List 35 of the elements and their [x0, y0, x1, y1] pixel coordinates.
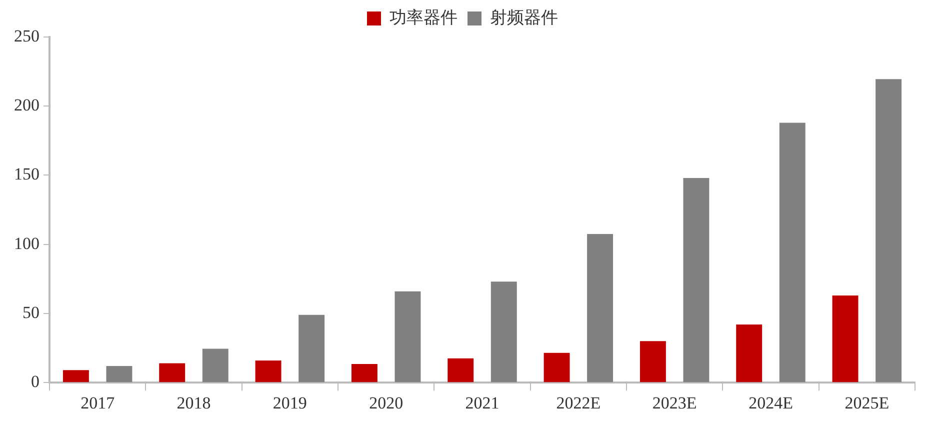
bar: [832, 296, 858, 382]
bar: [298, 314, 325, 382]
bar: [351, 364, 378, 382]
y-tick-label: 100: [14, 234, 40, 253]
x-tick-label: 2019: [272, 393, 307, 412]
bar: [106, 366, 132, 382]
x-tick-label: 2020: [369, 393, 404, 412]
y-tick-label: 200: [14, 96, 40, 115]
bar: [202, 348, 228, 382]
x-tick-label: 2018: [176, 393, 211, 412]
bar: [159, 363, 186, 382]
bar: [448, 358, 474, 382]
x-tick-label: 2023E: [652, 393, 697, 412]
y-tick-label: 50: [22, 302, 40, 322]
y-tick-label: 250: [14, 26, 40, 46]
bar: [683, 178, 710, 382]
x-tick-label: 2024E: [748, 393, 793, 412]
bar: [490, 282, 517, 382]
y-tick-label: 0: [31, 372, 40, 392]
bar: [736, 324, 762, 382]
x-tick-label: 2025E: [844, 393, 890, 412]
bar: [544, 352, 570, 382]
bar: [587, 234, 614, 382]
legend-label: 射频器件: [490, 8, 558, 27]
bar: [62, 370, 89, 382]
x-tick-label: 2022E: [556, 393, 601, 412]
legend-label: 功率器件: [390, 8, 458, 27]
bar: [394, 291, 421, 382]
y-tick-label: 150: [14, 164, 40, 184]
bar: [876, 79, 902, 382]
bar: [640, 341, 666, 382]
bar: [779, 122, 806, 382]
bar: [255, 360, 282, 382]
x-tick-label: 2017: [80, 393, 116, 412]
x-tick-label: 2021: [465, 393, 500, 412]
